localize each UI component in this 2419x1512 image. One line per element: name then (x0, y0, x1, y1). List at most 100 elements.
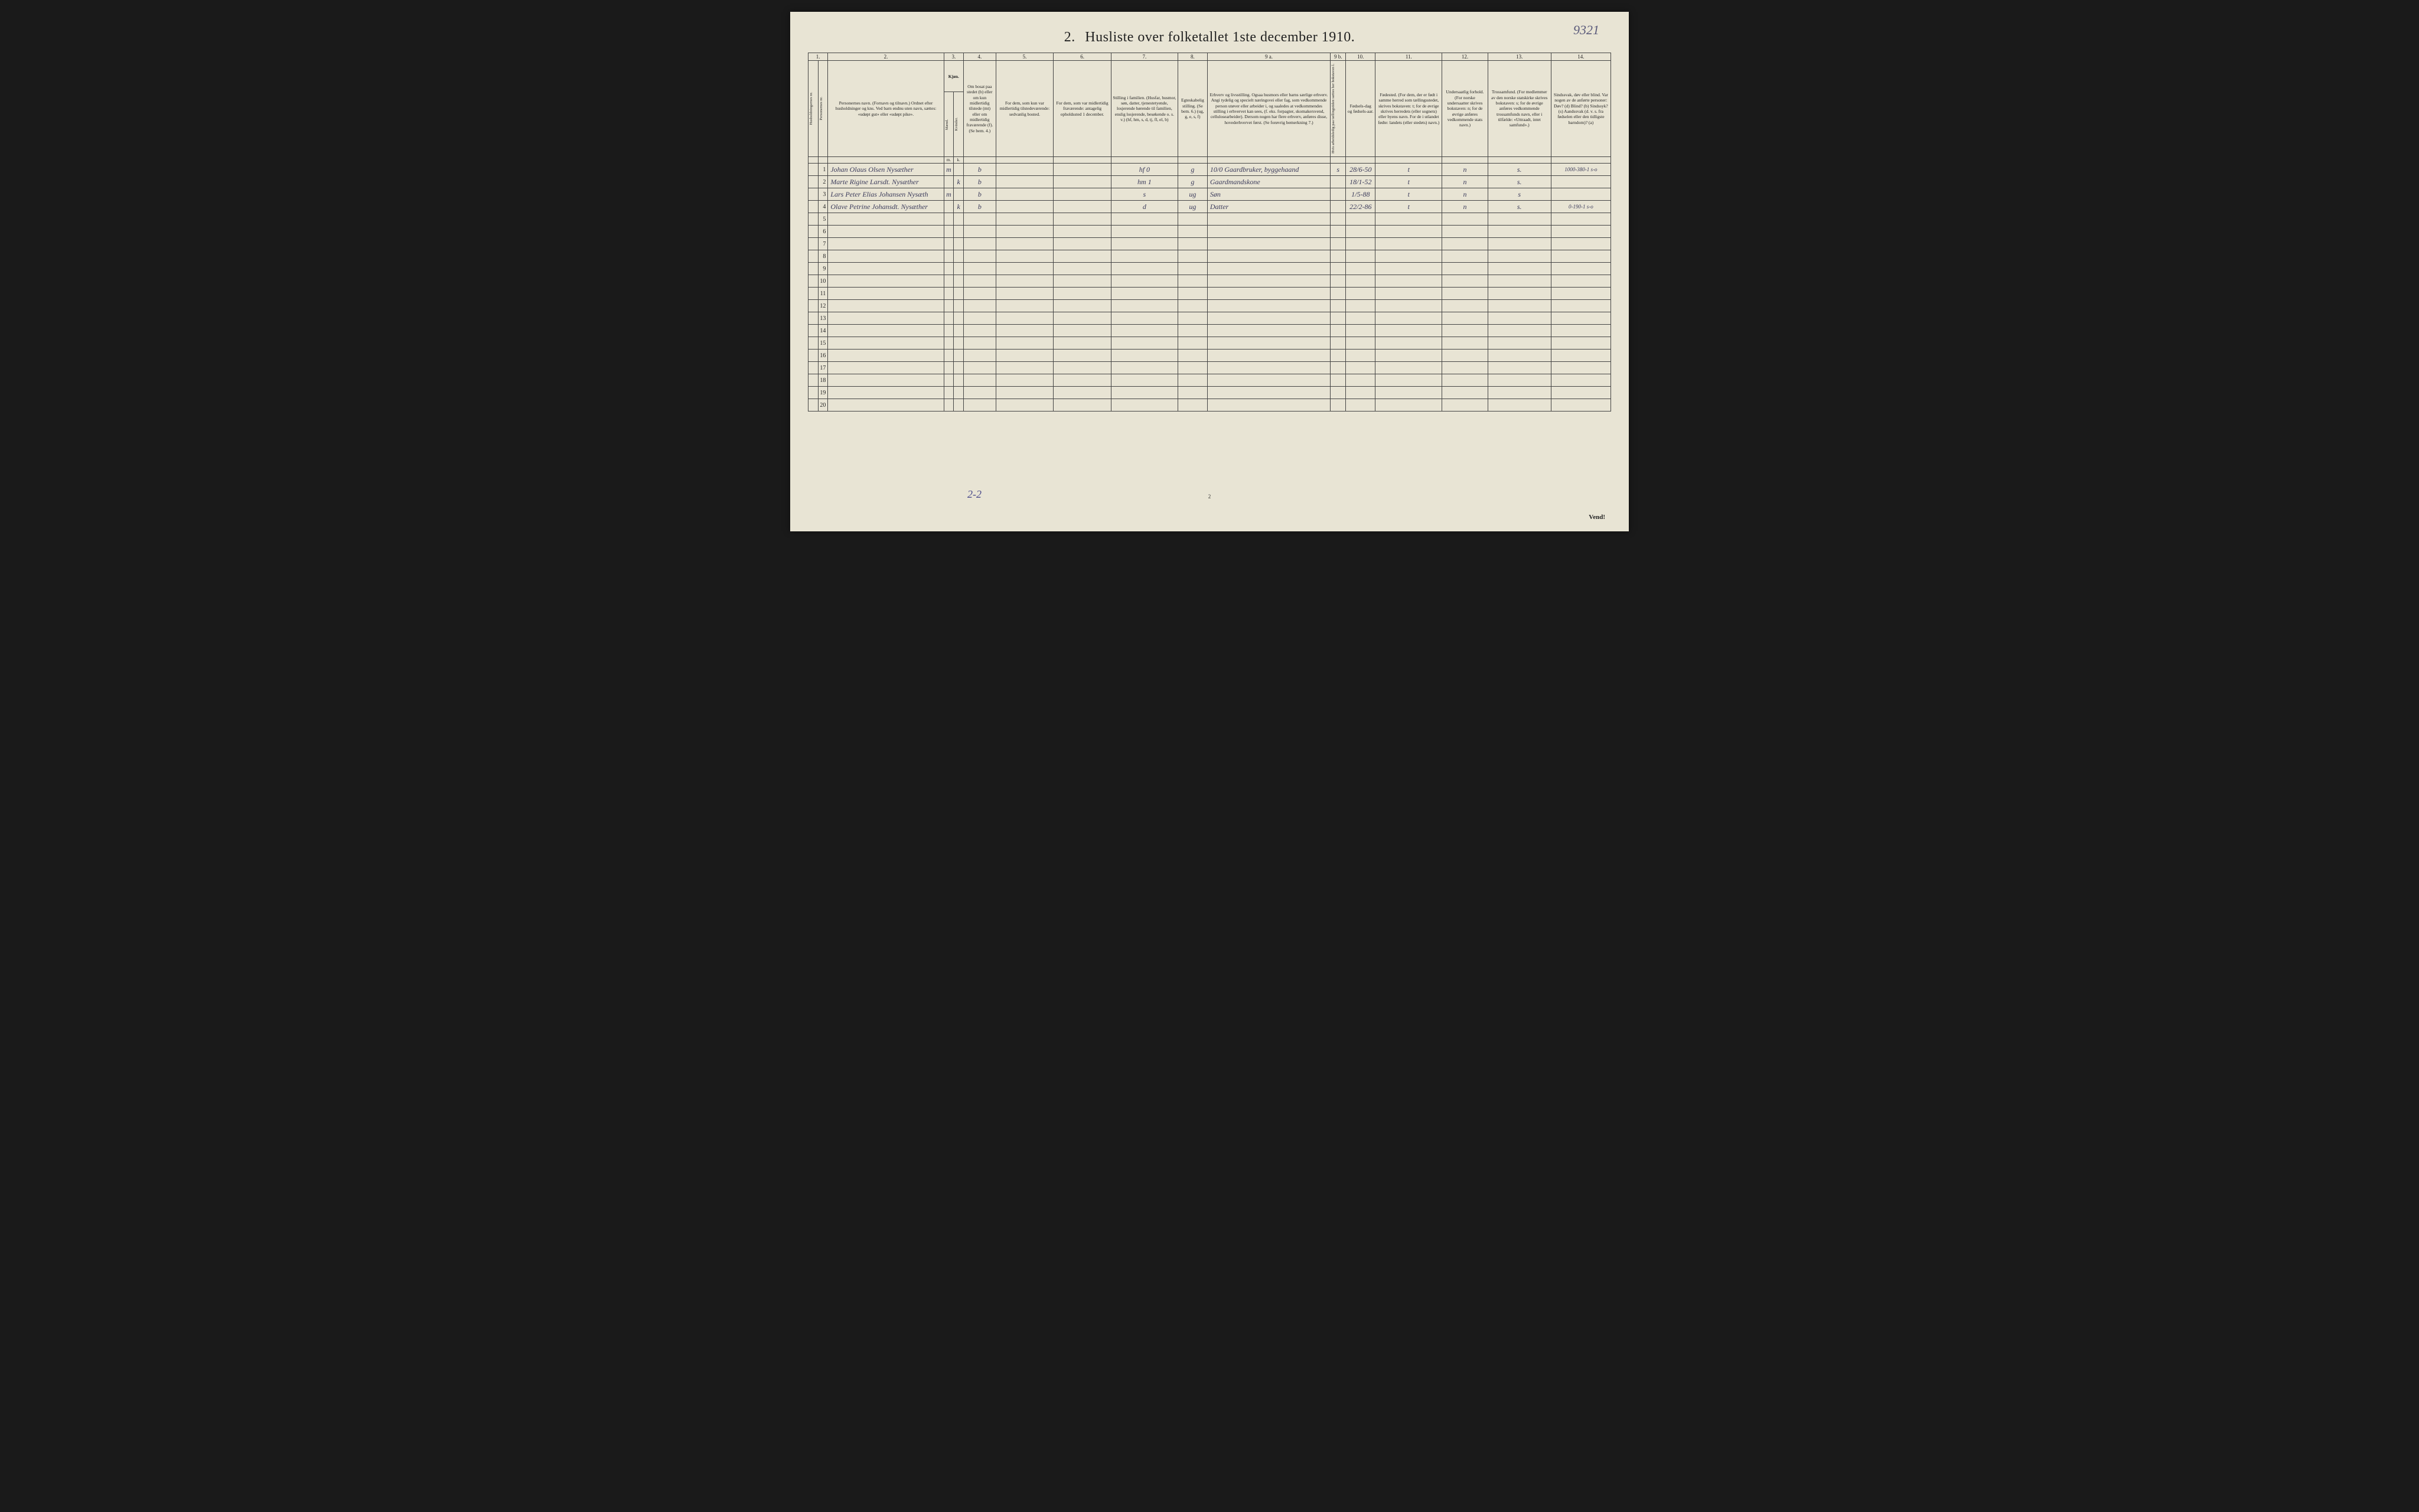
table-cell (1054, 238, 1111, 250)
table-cell (1442, 374, 1488, 387)
table-cell: 17 (818, 362, 828, 374)
table-cell (1442, 238, 1488, 250)
table-cell (954, 188, 964, 201)
table-cell: s (1331, 164, 1346, 176)
table-row: 10 (808, 275, 1611, 288)
table-cell (1111, 350, 1178, 362)
table-cell (954, 399, 964, 412)
table-cell (808, 250, 819, 263)
table-cell (1551, 275, 1611, 288)
table-cell (808, 176, 819, 188)
table-cell (828, 238, 944, 250)
table-cell (1111, 387, 1178, 399)
table-cell (1111, 399, 1178, 412)
page-title: 2. Husliste over folketallet 1ste decemb… (808, 30, 1611, 45)
table-row: 18 (808, 374, 1611, 387)
table-cell (1375, 399, 1442, 412)
table-cell: s (1111, 188, 1178, 201)
table-cell (954, 250, 964, 263)
table-cell (996, 399, 1054, 412)
table-cell (808, 164, 819, 176)
table-cell (963, 362, 996, 374)
table-cell (944, 374, 954, 387)
table-cell (1551, 300, 1611, 312)
table-cell (963, 350, 996, 362)
table-cell (1488, 374, 1551, 387)
table-cell (1346, 226, 1375, 238)
table-cell: d (1111, 201, 1178, 213)
table-cell (1442, 325, 1488, 337)
table-row: 13 (808, 312, 1611, 325)
table-cell: b (963, 176, 996, 188)
table-cell (963, 250, 996, 263)
header-c8: Egteskabelig stilling. (Se bem. 6.) (ug,… (1178, 61, 1207, 157)
table-row: 3Lars Peter Elias Johansen NysæthmbsugSø… (808, 188, 1611, 201)
table-cell (1375, 275, 1442, 288)
table-cell (944, 387, 954, 399)
table-cell (1054, 250, 1111, 263)
header-c10: Fødsels-dag og fødsels-aar. (1346, 61, 1375, 157)
table-cell (828, 325, 944, 337)
table-cell: 1000-380-1 s-o (1551, 164, 1611, 176)
table-cell (1442, 250, 1488, 263)
colnum: 13. (1488, 53, 1551, 61)
table-row: 6 (808, 226, 1611, 238)
table-cell: 16 (818, 350, 828, 362)
table-cell: 0-190-1 s-o (1551, 201, 1611, 213)
table-row: 17 (808, 362, 1611, 374)
table-cell (944, 288, 954, 300)
table-cell (1331, 263, 1346, 275)
table-cell (808, 275, 819, 288)
table-cell: t (1375, 188, 1442, 201)
table-cell (1375, 213, 1442, 226)
mk-row: m. k. (808, 157, 1611, 164)
colnum: 9 b. (1331, 53, 1346, 61)
table-cell (1346, 312, 1375, 325)
table-cell (1442, 337, 1488, 350)
table-cell (1331, 337, 1346, 350)
table-cell (828, 300, 944, 312)
table-cell (996, 250, 1054, 263)
table-cell (808, 337, 819, 350)
table-cell (996, 275, 1054, 288)
table-cell (1375, 238, 1442, 250)
table-cell (1054, 362, 1111, 374)
table-cell (1488, 350, 1551, 362)
table-cell (996, 312, 1054, 325)
table-cell (963, 263, 996, 275)
table-cell (1375, 374, 1442, 387)
table-cell (1346, 263, 1375, 275)
table-cell (1207, 238, 1330, 250)
table-cell: k (954, 201, 964, 213)
table-cell (1331, 213, 1346, 226)
table-cell (1346, 399, 1375, 412)
table-cell (808, 263, 819, 275)
table-cell (996, 238, 1054, 250)
table-cell (996, 362, 1054, 374)
table-cell (1442, 288, 1488, 300)
table-cell (1054, 263, 1111, 275)
table-cell (944, 275, 954, 288)
table-cell (944, 325, 954, 337)
table-cell (1488, 213, 1551, 226)
colnum: 3. (944, 53, 963, 61)
table-cell: 2 (818, 176, 828, 188)
table-row: 4Olave Petrine Johansdt. NysætherkbdugDa… (808, 201, 1611, 213)
table-cell: s. (1488, 201, 1551, 213)
table-header: 1. 2. 3. 4. 5. 6. 7. 8. 9 a. 9 b. 10. 11… (808, 53, 1611, 164)
table-cell: hf 0 (1111, 164, 1178, 176)
table-cell: hm 1 (1111, 176, 1178, 188)
table-cell (828, 275, 944, 288)
table-cell (963, 312, 996, 325)
title-prefix: 2. (1064, 30, 1075, 45)
table-cell: 13 (818, 312, 828, 325)
table-cell (1488, 337, 1551, 350)
table-cell (963, 275, 996, 288)
table-cell (1054, 374, 1111, 387)
table-cell: m (944, 164, 954, 176)
table-cell (944, 250, 954, 263)
table-row: 12 (808, 300, 1611, 312)
table-cell (808, 325, 819, 337)
table-cell: b (963, 164, 996, 176)
header-c12: Undersaatlig forhold. (For norske unders… (1442, 61, 1488, 157)
